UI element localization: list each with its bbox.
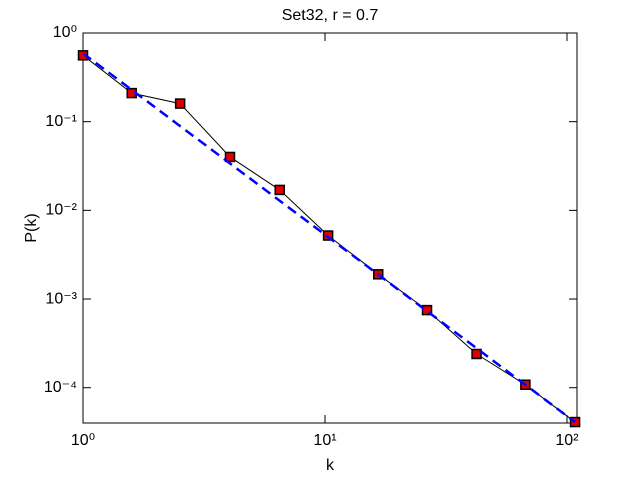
x-axis-label: k xyxy=(326,457,335,474)
y-tick-label: 10⁻¹ xyxy=(45,113,77,130)
chart-title: Set32, r = 0.7 xyxy=(282,7,379,24)
y-tick-label: 10⁰ xyxy=(53,24,77,41)
y-axis-label: P(k) xyxy=(23,213,40,242)
data-point xyxy=(274,184,285,196)
axes-box xyxy=(82,32,578,424)
data-point xyxy=(174,98,186,109)
y-tick-label: 10⁻³ xyxy=(45,290,77,307)
plot-area xyxy=(83,33,577,423)
data-point xyxy=(471,348,482,360)
y-tick-label: 10⁻² xyxy=(45,202,77,219)
y-tick-label: 10⁻⁴ xyxy=(44,379,77,396)
data-point xyxy=(224,151,236,163)
x-tick-label: 10¹ xyxy=(313,432,336,449)
x-tick-label: 10² xyxy=(555,432,579,449)
series-line xyxy=(82,52,576,424)
data-point xyxy=(421,304,433,316)
x-tick-label: 10⁰ xyxy=(71,432,95,449)
